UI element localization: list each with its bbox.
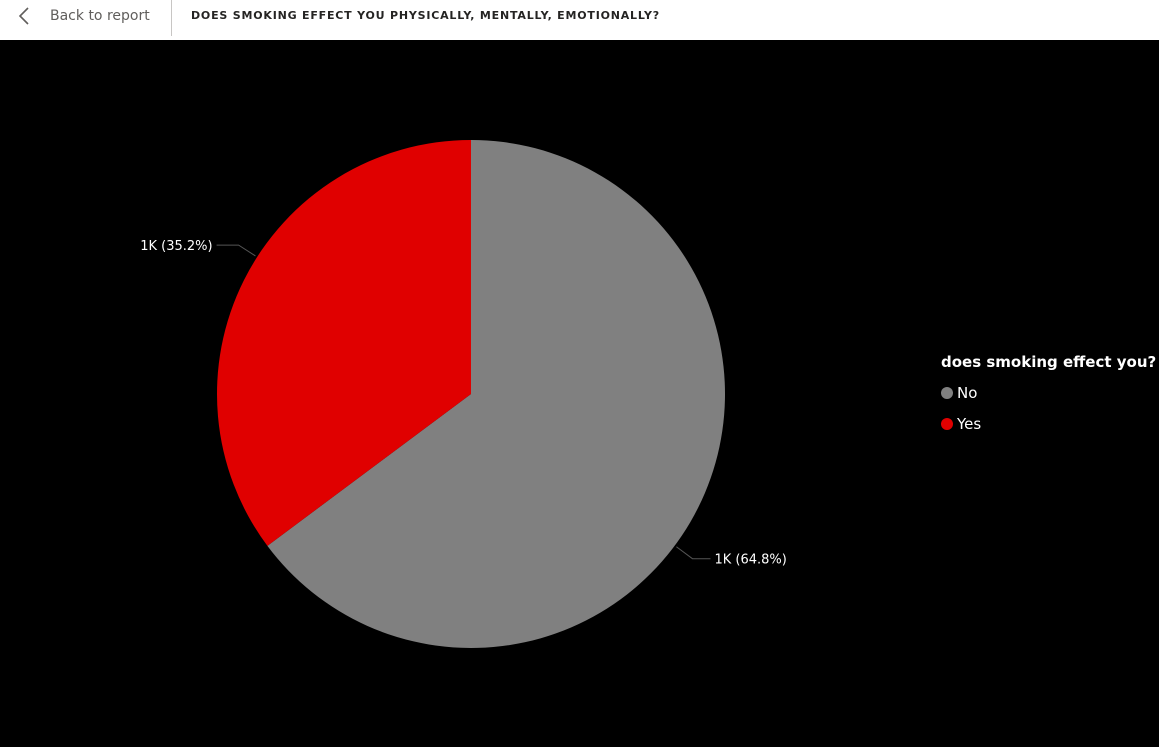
legend-swatch-yes [941,417,953,430]
top-bar: Back to report DOES SMOKING EFFECT YOU P… [0,0,1159,40]
page-title: DOES SMOKING EFFECT YOU PHYSICALLY, MENT… [191,9,660,22]
pie-slice-yes[interactable] [217,140,471,546]
legend-item-yes[interactable]: Yes [941,408,1156,439]
data-label-yes: 1K (35.2%) [140,239,212,254]
data-label-no: 1K (64.8%) [714,553,786,568]
legend-label-no: No [957,383,978,402]
chart-area: 1K (64.8%) 1K (35.2%) does smoking effect… [0,40,1159,747]
pie-slice-no[interactable] [267,140,725,648]
back-to-report-button[interactable]: Back to report [14,0,150,32]
pie-chart: 1K (64.8%) 1K (35.2%) [140,140,787,648]
chevron-left-icon [14,5,36,27]
legend-swatch-no [941,386,953,399]
header-divider [171,0,172,36]
legend-item-no[interactable]: No [941,377,1156,408]
legend: does smoking effect you? No Yes [941,353,1156,439]
leader-line-no [676,546,711,560]
legend-title: does smoking effect you? [941,353,1157,371]
leader-line-yes [216,244,256,257]
back-label: Back to report [50,8,150,24]
legend-label-yes: Yes [957,414,982,433]
